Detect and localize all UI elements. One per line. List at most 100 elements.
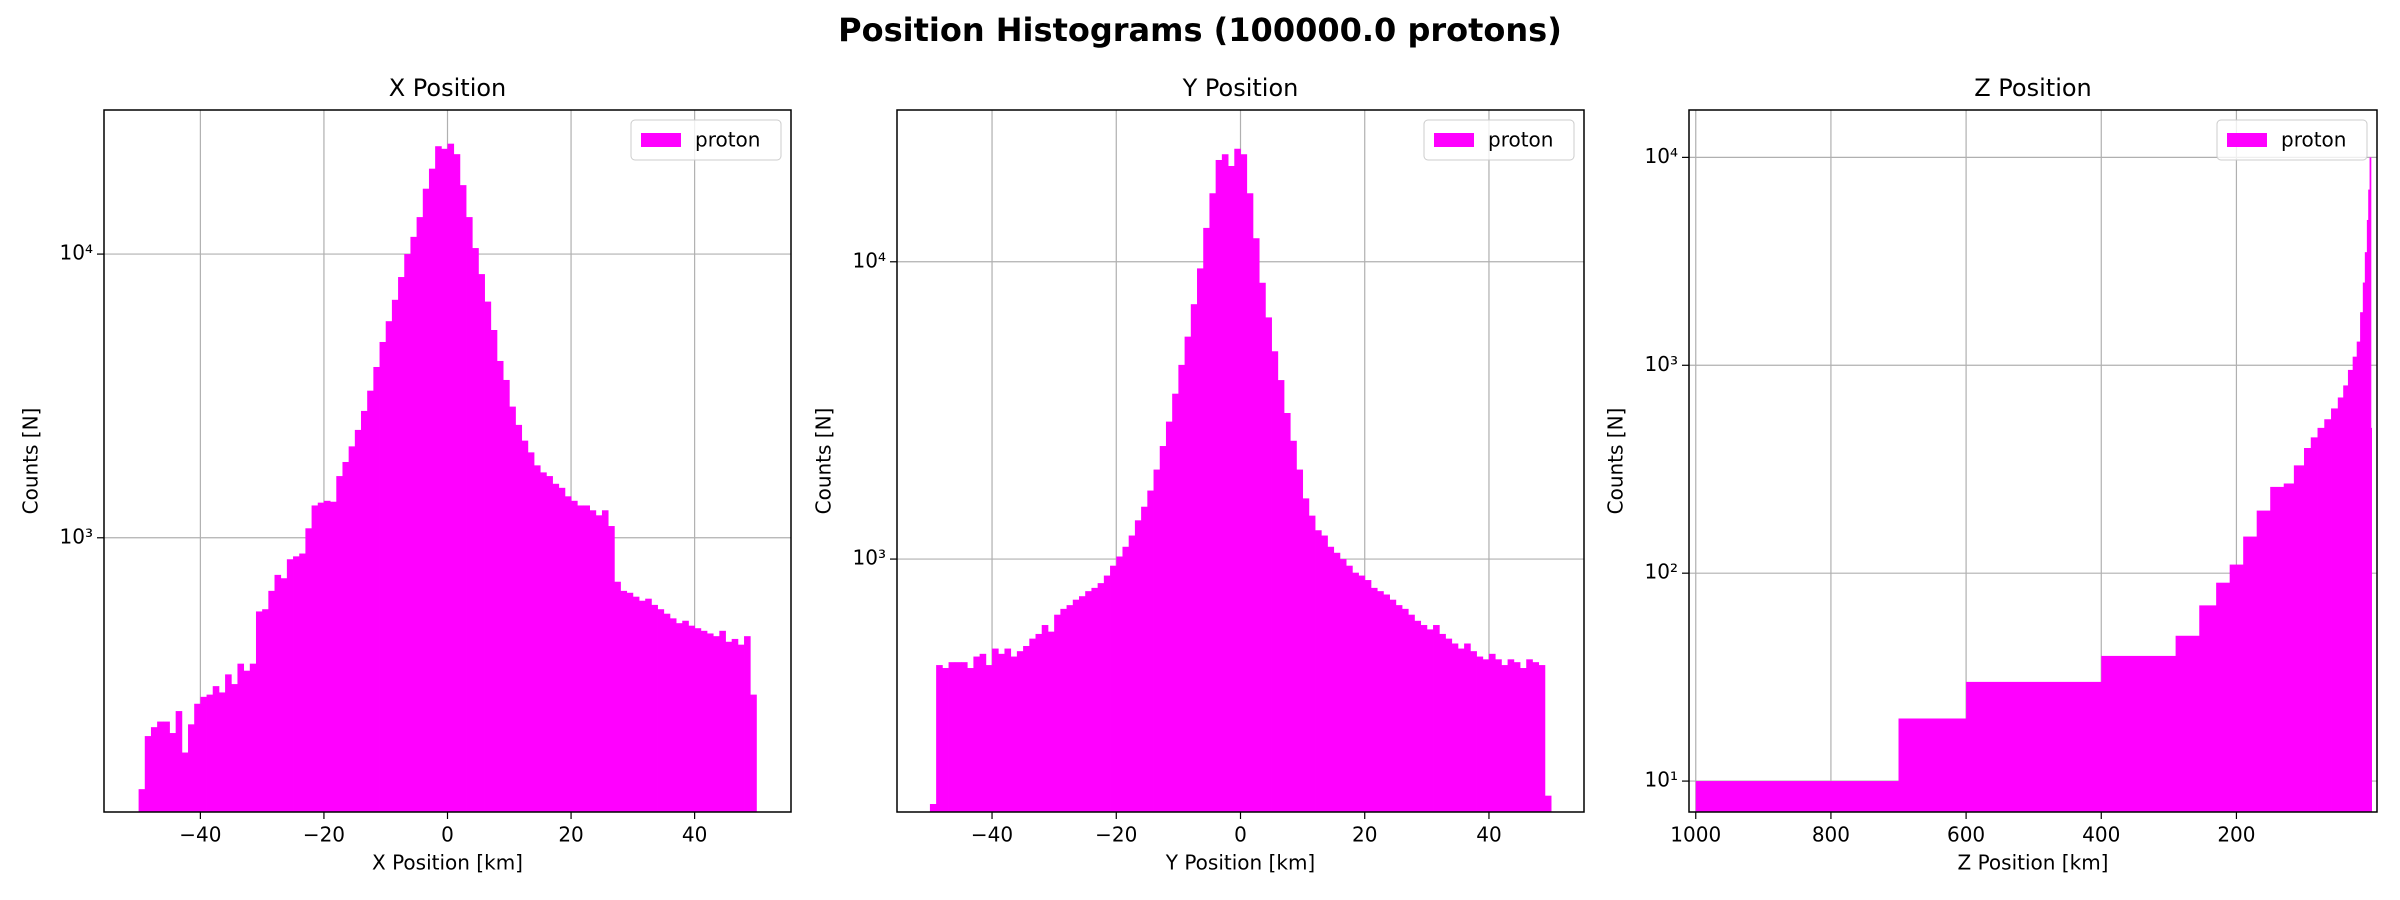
bar	[1488, 653, 1496, 812]
bar	[1153, 469, 1161, 812]
bar	[1035, 633, 1043, 812]
bar	[1240, 154, 1248, 812]
bar	[447, 143, 455, 812]
bar	[472, 248, 479, 812]
subplot: −40 −20 0 20 40 10³ 10⁴ Y Position Y Position [k…	[812, 74, 1585, 875]
bar	[1526, 659, 1533, 812]
bar	[1439, 633, 1446, 812]
x-axis-label: X Position [km]	[372, 851, 523, 875]
y-tick-label: 10³	[60, 524, 93, 548]
bar	[144, 736, 152, 812]
bar	[706, 633, 714, 812]
bar	[1346, 565, 1353, 812]
legend-label: proton	[2281, 128, 2346, 152]
bar	[1197, 268, 1204, 812]
bar	[669, 618, 677, 812]
bar	[361, 410, 368, 812]
bar	[626, 592, 634, 812]
y-tick-label: 10³	[1645, 352, 1678, 376]
legend-box	[630, 119, 782, 161]
bar	[1178, 364, 1185, 812]
bar	[1122, 546, 1130, 812]
bar	[286, 559, 294, 812]
bar	[651, 604, 658, 812]
x-axis-label: Y Position [km]	[1165, 851, 1315, 875]
bar	[1147, 490, 1154, 812]
bar	[960, 662, 968, 812]
bar	[1190, 304, 1198, 812]
bar	[614, 581, 621, 812]
bar	[1141, 506, 1148, 812]
bar	[2317, 427, 2325, 812]
bar	[744, 636, 751, 812]
bar	[694, 628, 702, 812]
bar	[750, 694, 757, 812]
y-axis-label: Counts [N]	[19, 408, 43, 515]
legend-label: proton	[1488, 128, 1553, 152]
bar	[453, 154, 461, 812]
bar	[731, 638, 739, 812]
bar	[379, 341, 387, 812]
bar	[1023, 646, 1030, 812]
bar	[1315, 530, 1322, 812]
bar	[237, 663, 245, 812]
legend-patch	[1434, 133, 1474, 147]
bar	[428, 168, 436, 812]
bar	[1209, 193, 1217, 812]
bar	[1426, 629, 1434, 812]
axes-title: X Position	[389, 74, 507, 102]
bar	[1029, 638, 1036, 812]
y-axis-label: Counts [N]	[1604, 408, 1628, 515]
bar	[583, 505, 590, 812]
bar	[1072, 599, 1080, 812]
bar	[194, 703, 201, 812]
bar	[175, 711, 183, 812]
bars	[1695, 157, 2372, 812]
bar	[1165, 421, 1173, 812]
bar	[218, 692, 226, 812]
bar	[527, 452, 535, 812]
bar	[354, 429, 362, 812]
legend-box	[2216, 119, 2368, 161]
bar	[2243, 536, 2258, 812]
bar	[323, 500, 331, 812]
bar	[2356, 341, 2361, 812]
bar	[942, 668, 949, 812]
legend: proton	[2216, 119, 2368, 161]
bar	[1966, 681, 2102, 812]
figure-title: Position Histograms (100000.0 protons)	[838, 11, 1562, 49]
bar	[992, 648, 999, 812]
bar	[2304, 448, 2312, 812]
bar	[663, 613, 671, 812]
bar	[973, 656, 981, 812]
bar	[1695, 781, 1899, 812]
bar	[305, 528, 312, 812]
bar	[571, 500, 578, 812]
axes-title: Y Position	[1182, 74, 1299, 102]
bar	[496, 360, 504, 812]
bar	[1290, 440, 1297, 812]
bar	[410, 236, 418, 812]
bar	[595, 515, 603, 812]
bar	[181, 752, 189, 812]
bar	[422, 188, 430, 812]
bar	[150, 727, 158, 812]
x-tick-label: −40	[971, 823, 1013, 847]
bar	[330, 501, 337, 812]
bar	[2175, 635, 2200, 812]
y-tick-label: 10⁴	[60, 241, 93, 265]
bar	[1414, 620, 1422, 812]
bar	[1327, 546, 1335, 812]
bar	[1501, 665, 1508, 812]
bar	[713, 636, 720, 812]
bar	[948, 662, 956, 812]
bar	[1389, 599, 1397, 812]
bar	[490, 329, 498, 812]
bar	[1116, 556, 1123, 812]
bar	[985, 665, 993, 812]
bar	[2369, 157, 2372, 812]
bar	[1091, 587, 1099, 812]
bar	[700, 630, 708, 812]
bar	[2101, 655, 2177, 812]
